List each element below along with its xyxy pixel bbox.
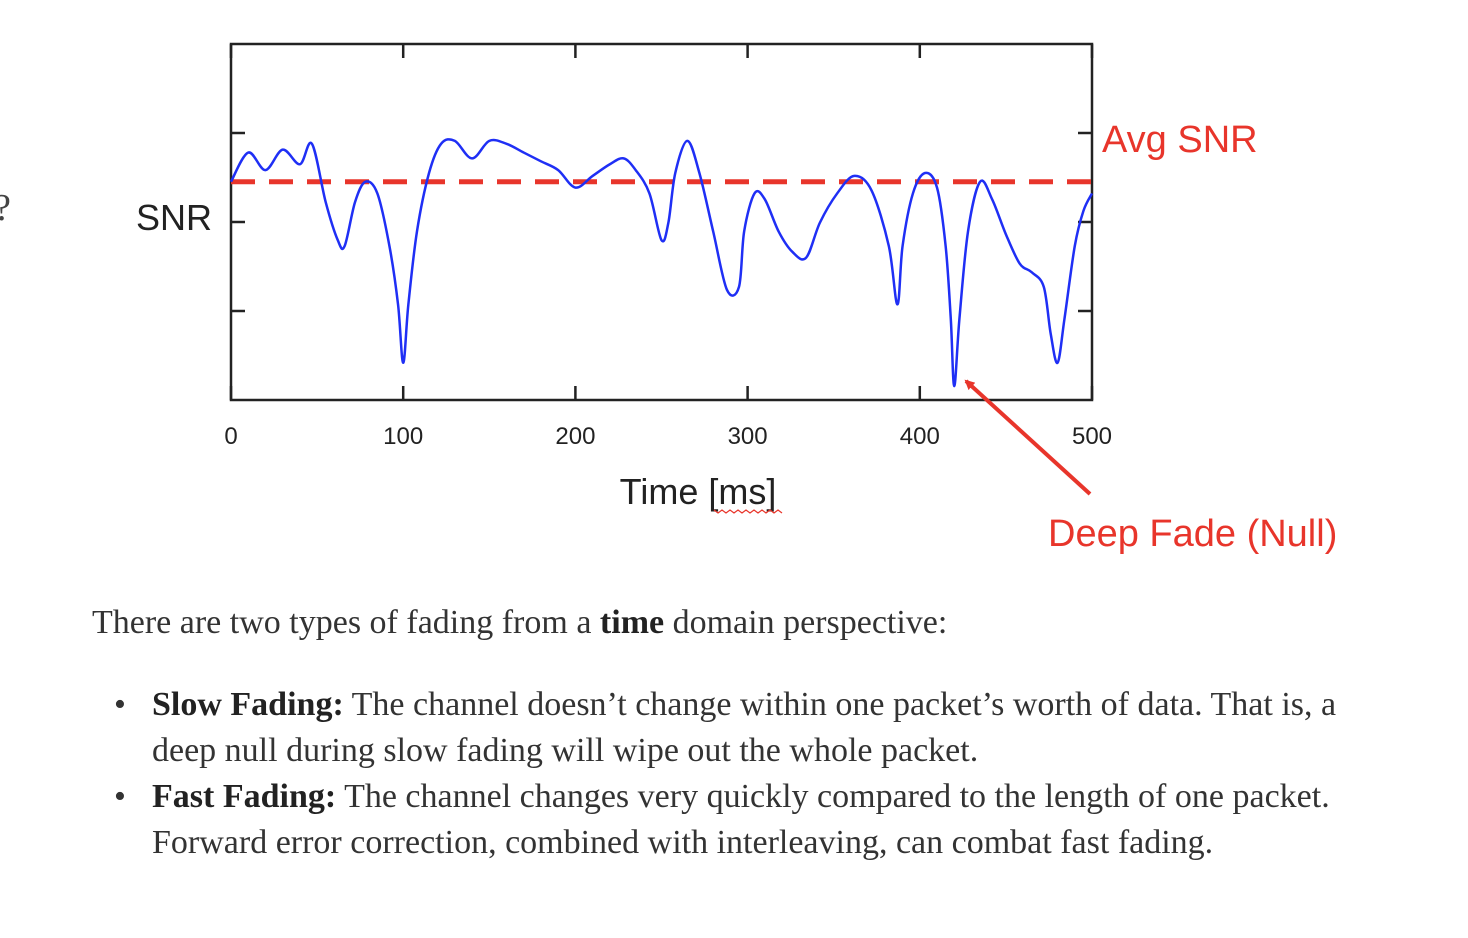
intro-text-start: There are two types of fading from a [92, 604, 600, 641]
deep-fade-arrow [964, 379, 1092, 496]
x-tick-label: 100 [383, 423, 423, 450]
intro-text-end: domain perspective: [664, 604, 948, 641]
y-axis-label: SNR [136, 197, 212, 238]
snr-fading-chart: 0 100 200 300 400 500 SNR Time [ms] Avg SNR D… [136, 42, 1337, 555]
article-text: There are two types of fading from a tim… [92, 600, 1382, 866]
avg-snr-label: Avg SNR [1102, 119, 1258, 161]
x-tick-label: 200 [555, 423, 595, 450]
deep-fade-label: Deep Fade (Null) [1048, 513, 1337, 555]
x-tick-label: 0 [224, 423, 237, 450]
x-tick-label: 300 [728, 423, 768, 450]
fading-types-list: Slow Fading: The channel doesn’t change … [92, 682, 1382, 866]
snr-series-line [229, 138, 1094, 388]
intro-paragraph: There are two types of fading from a tim… [92, 600, 1382, 646]
tick-marks [229, 44, 1094, 400]
fast-fading-term: Fast Fading: [152, 778, 337, 815]
plot-frame [229, 42, 1094, 402]
x-tick-label: 500 [1072, 423, 1112, 450]
spellcheck-squiggle [713, 509, 783, 514]
x-tick-label: 400 [900, 423, 940, 450]
x-tick-labels: 0 100 200 300 400 500 [224, 423, 1112, 450]
fast-fading-description: The channel changes very quickly compare… [152, 778, 1330, 861]
list-item-fast-fading: Fast Fading: The channel changes very qu… [92, 774, 1382, 866]
slow-fading-term: Slow Fading: [152, 686, 344, 723]
x-axis-label: Time [ms] [620, 471, 777, 512]
intro-emphasis: time [599, 604, 665, 641]
slow-fading-description: The channel doesn’t change within one pa… [152, 686, 1337, 769]
page-edge-mark: ? [0, 186, 11, 230]
list-item-slow-fading: Slow Fading: The channel doesn’t change … [92, 682, 1382, 774]
